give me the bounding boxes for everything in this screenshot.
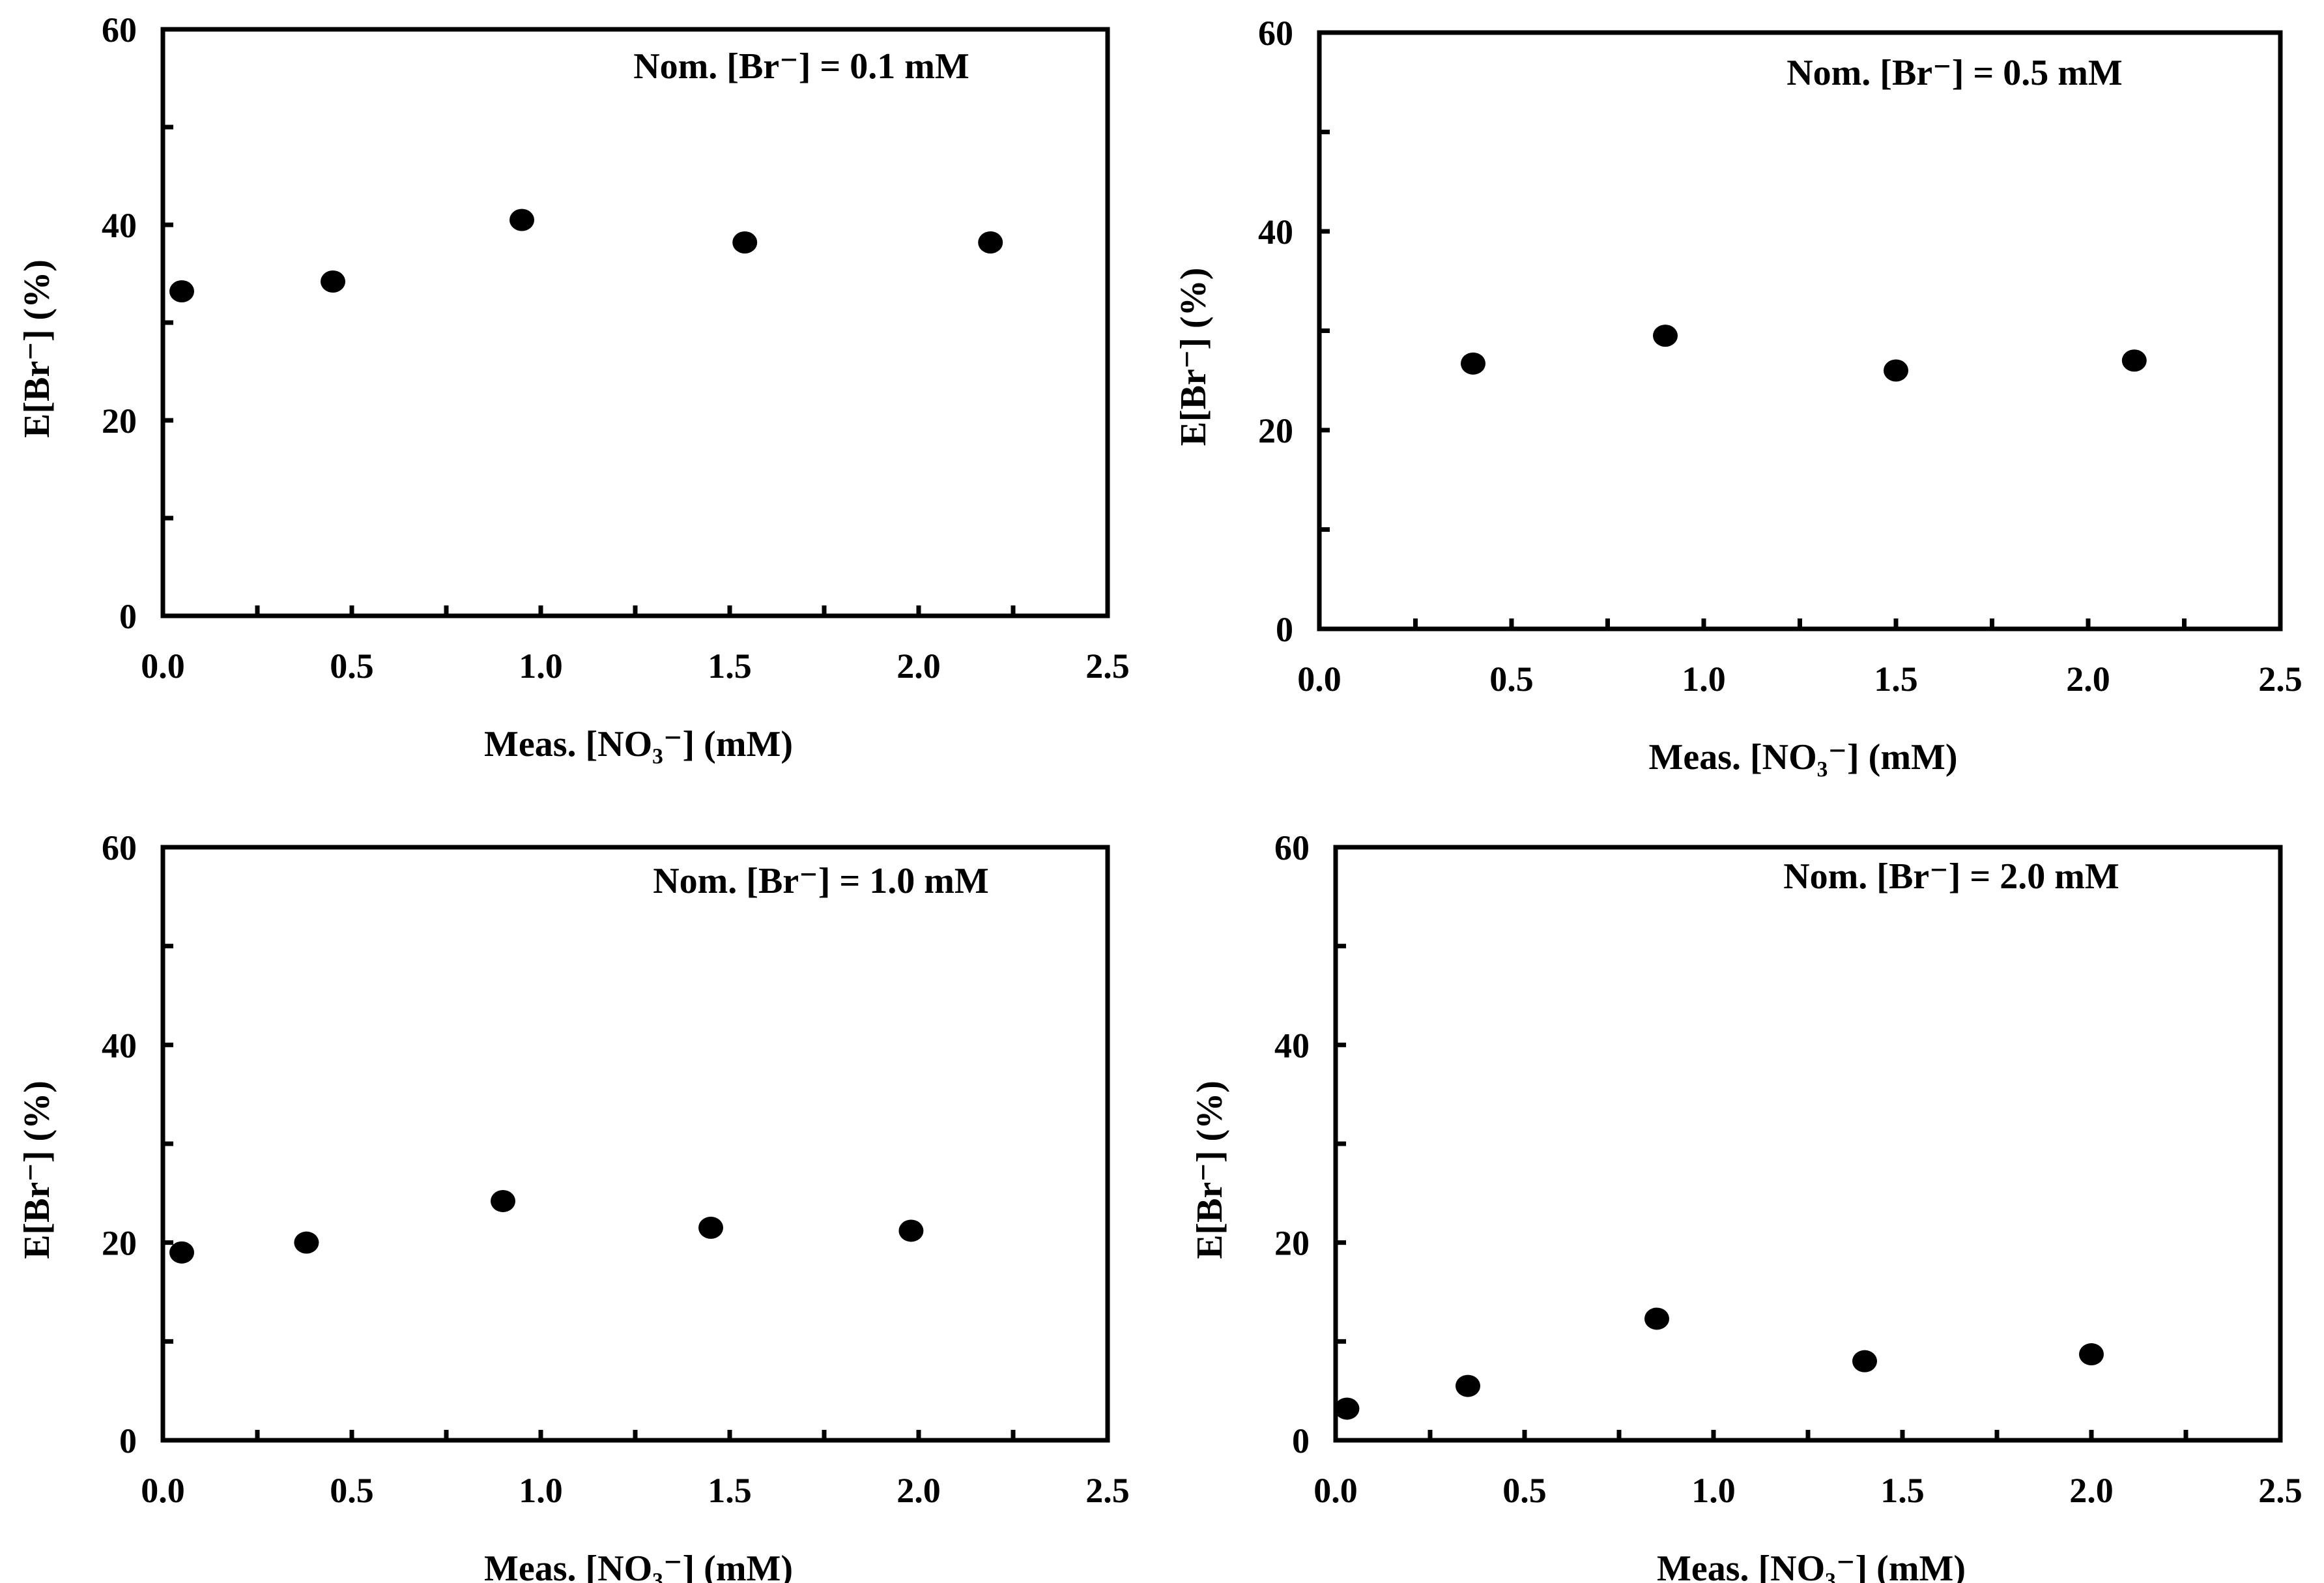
x-axis-title: Meas. [NO₃⁻] (mM) — [484, 1548, 793, 1583]
y-axis-title: E[Br⁻] (%) — [17, 1081, 57, 1259]
x-tick-label: 0.0 — [1297, 660, 1341, 699]
data-point — [698, 1216, 723, 1239]
x-axis-title: Meas. [NO₃⁻] (mM) — [1649, 737, 1958, 777]
panel-annotation: Nom. [Br⁻] = 2.0 mM — [1783, 856, 2119, 897]
y-tick-label: 60 — [1258, 14, 1293, 53]
plot-frame — [160, 845, 1110, 1443]
x-tick-label: 1.5 — [1874, 660, 1918, 699]
y-tick-label: 20 — [102, 401, 137, 441]
data-point — [1334, 1397, 1360, 1420]
data-point — [1884, 359, 1908, 382]
panel-annotation: Nom. [Br⁻] = 1.0 mM — [653, 861, 989, 901]
data-point — [978, 231, 1003, 254]
plot-frame — [1317, 30, 2283, 632]
data-point — [1653, 325, 1678, 347]
y-tick-label: 40 — [102, 1026, 137, 1065]
x-tick-label: 0.5 — [330, 646, 374, 686]
x-tick-label: 2.5 — [2258, 1471, 2302, 1510]
x-tick-label: 0.0 — [141, 646, 185, 686]
data-point — [169, 280, 194, 302]
x-tick-label: 2.0 — [2066, 660, 2110, 699]
x-tick-label: 2.0 — [2069, 1471, 2114, 1510]
x-tick-label: 0.5 — [330, 1471, 374, 1510]
y-tick-label: 60 — [102, 828, 137, 867]
data-point — [1456, 1374, 1480, 1397]
y-tick-label: 0 — [1292, 1421, 1310, 1460]
y-tick-label: 60 — [1274, 828, 1310, 867]
x-tick-label: 1.0 — [1691, 1471, 1736, 1510]
panel-br-0-5mm: 0.0 0.5 1.0 1.5 2.0 2.5 0 20 40 60 Meas. [NO₃⁻] (m… — [1173, 14, 2302, 777]
data-point — [1644, 1307, 1669, 1330]
data-point — [732, 231, 758, 254]
y-tick-label: 20 — [102, 1224, 137, 1263]
data-point — [321, 270, 345, 293]
data-point — [2079, 1343, 2104, 1366]
data-point — [1461, 352, 1485, 375]
x-tick-label: 0.0 — [1313, 1471, 1358, 1510]
x-tick-label: 1.5 — [708, 1471, 752, 1510]
x-tick-label: 2.0 — [897, 646, 941, 686]
y-tick-label: 20 — [1274, 1224, 1310, 1263]
x-tick-label: 2.0 — [897, 1471, 941, 1510]
y-tick-label: 60 — [102, 10, 137, 50]
panel-annotation: Nom. [Br⁻] = 0.1 mM — [633, 46, 969, 87]
panel-br-1-0mm: 0.0 0.5 1.0 1.5 2.0 2.5 0 20 40 60 Meas. [NO₃⁻] (m… — [17, 828, 1130, 1583]
x-tick-label: 0.5 — [1489, 660, 1534, 699]
y-tick-label: 0 — [119, 597, 137, 636]
y-axis-title: E[Br⁻] (%) — [17, 259, 57, 438]
x-tick-label: 1.5 — [708, 646, 752, 686]
y-tick-label: 40 — [1274, 1026, 1310, 1065]
y-tick-label: 40 — [102, 206, 137, 245]
y-axis-title: E[Br⁻] (%) — [1173, 268, 1214, 446]
y-tick-label: 0 — [1276, 610, 1293, 649]
x-tick-label: 2.5 — [1085, 646, 1130, 686]
x-tick-label: 2.5 — [2258, 660, 2302, 699]
data-point — [898, 1219, 924, 1242]
plot-frame — [1333, 845, 2283, 1443]
data-point — [2121, 349, 2147, 372]
data-point — [491, 1189, 515, 1212]
panel-br-0-1mm: 0.0 0.5 1.0 1.5 2.0 2.5 0 20 40 60 Meas. [NO₃⁻] (m… — [17, 10, 1130, 764]
x-tick-label: 2.5 — [1085, 1471, 1130, 1510]
x-axis-title: Meas. [NO₃⁻] (mM) — [484, 724, 793, 764]
data-point — [1852, 1350, 1877, 1372]
y-axis-title: E[Br⁻] (%) — [1190, 1081, 1230, 1259]
x-tick-label: 1.0 — [519, 1471, 563, 1510]
x-tick-label: 0.5 — [1502, 1471, 1547, 1510]
panel-annotation: Nom. [Br⁻] = 0.5 mM — [1786, 53, 2123, 93]
y-tick-label: 40 — [1258, 212, 1293, 252]
x-axis-title: Meas. [NO₃⁻] (mM) — [1657, 1548, 1966, 1583]
plot-frame — [160, 27, 1110, 618]
y-tick-label: 0 — [119, 1421, 137, 1460]
x-tick-label: 1.0 — [519, 646, 563, 686]
panel-br-2-0mm: 0.0 0.5 1.0 1.5 2.0 2.5 0 20 40 60 Meas. [NO₃⁻] (m… — [1190, 828, 2302, 1583]
y-tick-label: 20 — [1258, 411, 1293, 450]
x-tick-label: 1.5 — [1880, 1471, 1925, 1510]
x-tick-label: 0.0 — [141, 1471, 185, 1510]
data-point — [509, 209, 534, 231]
x-tick-label: 1.0 — [1682, 660, 1726, 699]
data-point — [294, 1231, 319, 1254]
data-point — [169, 1241, 194, 1264]
